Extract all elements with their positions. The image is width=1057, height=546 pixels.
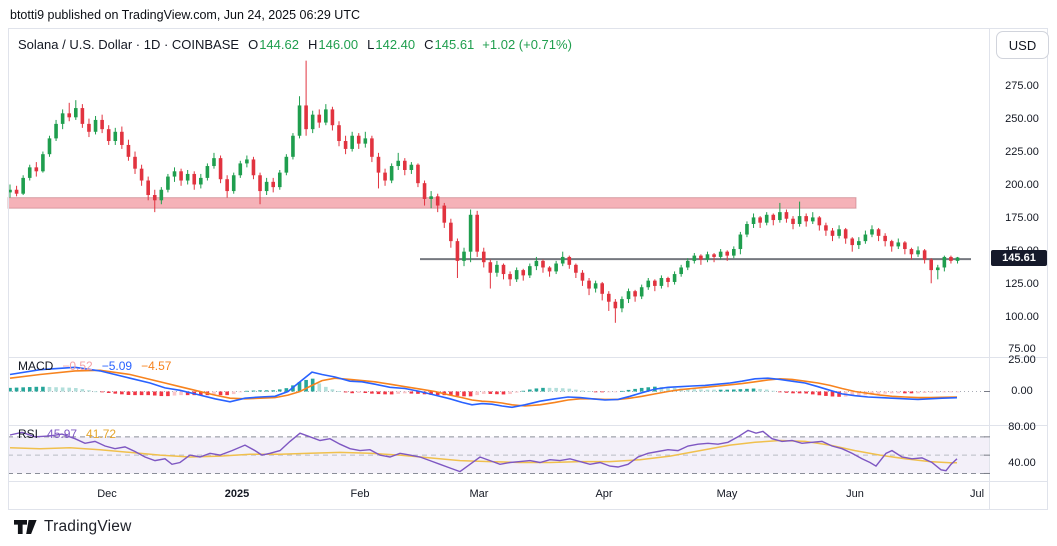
low-label: L [367, 37, 375, 52]
tradingview-logo-icon [14, 520, 37, 534]
symbol-title[interactable]: Solana / U.S. Dollar · 1D · COINBASE [18, 37, 240, 52]
close-label: C [424, 37, 434, 52]
rsi-tick-label: 40.00 [1008, 457, 1036, 470]
macd-tick-label: 0.00 [1011, 384, 1033, 397]
open-value: 144.62 [259, 37, 299, 52]
price-tick-label: 75.00 [1008, 343, 1036, 356]
rsi-ma-value: 41.72 [86, 427, 117, 441]
symbol-header: Solana / U.S. Dollar · 1D · COINBASE O144… [18, 37, 572, 52]
high-value: 146.00 [318, 37, 359, 52]
rsi-tick-label: 80.00 [1008, 420, 1036, 433]
macd-legend: MACD −0.52 −5.09 −4.57 [18, 359, 171, 373]
macd-signal-value: −4.57 [141, 359, 172, 373]
low-value: 142.40 [375, 37, 416, 52]
macd-hist-value: −0.52 [62, 359, 93, 373]
close-value: 145.61 [434, 37, 475, 52]
price-tick-label: 225.00 [1005, 145, 1039, 158]
macd-line-value: −5.09 [101, 359, 133, 373]
macd-label[interactable]: MACD [18, 359, 54, 373]
rsi-legend: RSI 45.97 41.72 [18, 427, 116, 441]
price-tick-label: 250.00 [1005, 112, 1039, 125]
tradingview-logo-text: TradingView [44, 518, 132, 535]
publish-info: btotti9 published on TradingView.com, Ju… [10, 8, 360, 22]
price-tick-label: 275.00 [1005, 80, 1039, 92]
price-tick-label: 175.00 [1005, 211, 1039, 224]
rsi-value: 45.97 [47, 427, 78, 441]
price-tick-label: 100.00 [1005, 310, 1039, 323]
open-label: O [248, 37, 259, 52]
currency-toggle-button[interactable]: USD [996, 31, 1049, 59]
time-tick-label: Feb [350, 488, 370, 500]
price-tick-label: 125.00 [1005, 277, 1039, 290]
high-label: H [307, 37, 318, 52]
time-tick-label: 2025 [224, 488, 250, 500]
time-tick-label: Apr [595, 488, 613, 500]
time-tick-label: Jul [969, 488, 985, 500]
macd-tick-label: 25.00 [1008, 354, 1036, 367]
time-tick-label: May [716, 488, 738, 500]
time-tick-label: Mar [469, 488, 489, 500]
price-tick-label: 200.00 [1005, 178, 1039, 191]
change-value: +1.02 (+0.71%) [482, 37, 572, 52]
last-price-badge: 145.61 [991, 250, 1047, 266]
time-tick-label: Dec [97, 488, 117, 500]
rsi-label[interactable]: RSI [18, 427, 39, 441]
time-tick-label: Jun [846, 488, 864, 500]
tradingview-logo-link[interactable]: TradingView [14, 518, 132, 536]
